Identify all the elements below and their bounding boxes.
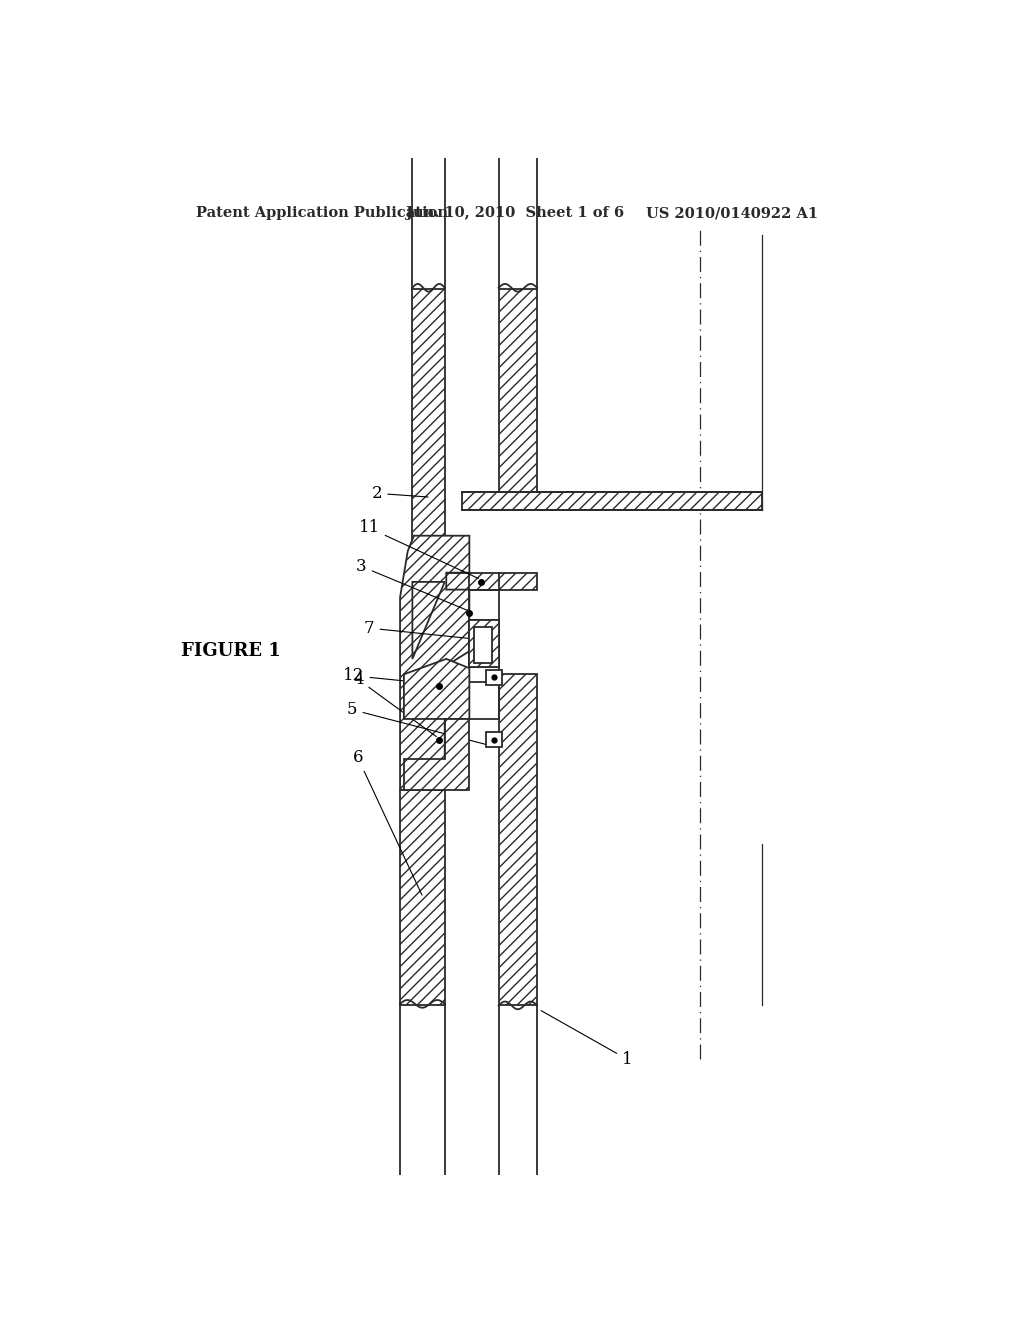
Text: 2: 2 [372,484,428,502]
Text: Patent Application Publication: Patent Application Publication [196,206,449,220]
Text: FIGURE 1: FIGURE 1 [181,643,281,660]
Bar [469,620,499,667]
Polygon shape [474,627,493,663]
Text: 6: 6 [352,748,422,895]
Polygon shape [400,536,469,789]
Text: 5: 5 [347,701,486,744]
Text: 3: 3 [356,558,467,610]
Bar [446,573,538,590]
Text: 4: 4 [353,671,436,737]
Bar [486,669,502,685]
Text: Jun. 10, 2010  Sheet 1 of 6: Jun. 10, 2010 Sheet 1 of 6 [407,206,625,220]
Text: 1: 1 [541,1011,633,1068]
Polygon shape [413,289,444,582]
Text: US 2010/0140922 A1: US 2010/0140922 A1 [646,206,818,220]
Polygon shape [413,582,444,659]
Text: 11: 11 [358,520,478,578]
Polygon shape [400,789,444,1006]
Text: 12: 12 [343,668,436,684]
Bar [486,733,502,747]
Polygon shape [403,659,469,719]
Text: 7: 7 [364,619,478,639]
Bar [499,289,538,494]
Bar [499,675,538,1006]
Polygon shape [403,719,469,789]
Bar [462,492,762,511]
